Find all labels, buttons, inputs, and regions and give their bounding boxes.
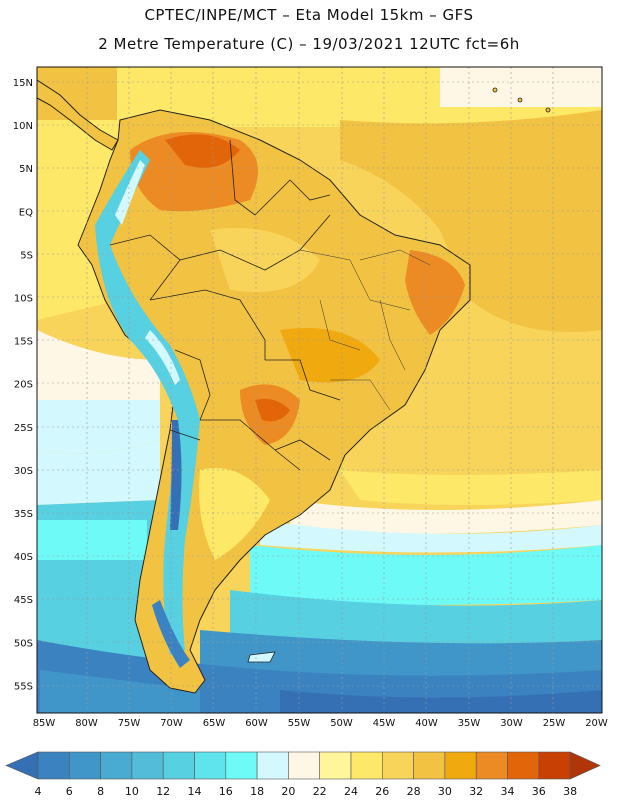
colorbar bbox=[5, 751, 601, 780]
lat-label-10n: 10N bbox=[13, 121, 33, 132]
colorbar-segment bbox=[100, 751, 133, 780]
colorbar-segment bbox=[225, 751, 258, 780]
colorbar-tick-label: 14 bbox=[188, 785, 202, 798]
colorbar-tick-label: 22 bbox=[313, 785, 327, 798]
colorbar-segment bbox=[162, 751, 195, 780]
colorbar-tick-label: 4 bbox=[35, 785, 42, 798]
lon-label-35w: 35W bbox=[458, 718, 481, 729]
colorbar-labels: 4 6 8 10 12 14 16 18 20 22 24 26 28 30 32 34 36 38 bbox=[35, 785, 578, 798]
colorbar-segment bbox=[288, 751, 320, 780]
colorbar-tick-label: 28 bbox=[407, 785, 421, 798]
colorbar-tick-label: 26 bbox=[375, 785, 389, 798]
colorbar-segment bbox=[131, 751, 164, 780]
colorbar-tick-label: 16 bbox=[219, 785, 233, 798]
lon-label-50w: 50W bbox=[330, 718, 353, 729]
colorbar-segment bbox=[350, 751, 383, 780]
lat-label-30s: 30S bbox=[14, 466, 33, 477]
lat-label-5s: 5S bbox=[20, 250, 33, 261]
colorbar-tick-label: 32 bbox=[469, 785, 483, 798]
latitude-labels: 15N 10N 5N EQ 5S 10S 15S 20S 25S 30S 35S 40S 45S 50S 5… bbox=[13, 78, 33, 692]
colorbar-tick-label: 24 bbox=[344, 785, 358, 798]
lon-label-85w: 85W bbox=[33, 718, 56, 729]
lon-label-65w: 65W bbox=[203, 718, 226, 729]
colorbar-segment bbox=[413, 751, 446, 780]
lat-label-55s: 55S bbox=[14, 681, 33, 692]
colorbar-tick-label: 34 bbox=[501, 785, 515, 798]
colorbar-segment bbox=[475, 751, 508, 780]
colorbar-arrow-low bbox=[5, 751, 39, 780]
state-borders bbox=[299, 249, 431, 411]
map-title-line1: CPTEC/INPE/MCT – Eta Model 15km – GFS bbox=[144, 6, 474, 24]
lat-label-10s: 10S bbox=[14, 294, 33, 305]
colorbar-segment bbox=[444, 751, 477, 780]
lat-label-15s: 15S bbox=[14, 337, 33, 348]
country-borders bbox=[109, 139, 341, 471]
lat-label-5n: 5N bbox=[19, 164, 33, 175]
colorbar-segment bbox=[319, 751, 352, 780]
lat-label-35s: 35S bbox=[14, 509, 33, 520]
colorbar-segment bbox=[37, 751, 70, 780]
lat-label-25s: 25S bbox=[14, 423, 33, 434]
map-field bbox=[37, 67, 602, 713]
lon-label-55w: 55W bbox=[288, 718, 311, 729]
lon-label-80w: 80W bbox=[75, 718, 98, 729]
colorbar-tick-label: 6 bbox=[66, 785, 73, 798]
lat-label-20s: 20S bbox=[14, 380, 33, 391]
colorbar-tick-label: 30 bbox=[438, 785, 452, 798]
lon-label-70w: 70W bbox=[160, 718, 183, 729]
lat-label-45s: 45S bbox=[14, 595, 33, 606]
lon-label-30w: 30W bbox=[500, 718, 523, 729]
map-frame bbox=[36, 66, 603, 714]
colorbar-tick-label: 38 bbox=[563, 785, 577, 798]
longitude-labels: 85W 80W 75W 70W 65W 60W 55W 50W 45W 40W 35W 30W 25W 2… bbox=[33, 718, 608, 729]
map-title-line2: 2 Metre Temperature (C) – 19/03/2021 12U… bbox=[98, 35, 520, 53]
colorbar-segment bbox=[256, 751, 289, 780]
colorbar-tick-label: 18 bbox=[250, 785, 264, 798]
lon-label-25w: 25W bbox=[543, 718, 566, 729]
colorbar-tick-label: 8 bbox=[97, 785, 104, 798]
colorbar-tick-label: 20 bbox=[281, 785, 295, 798]
lon-label-45w: 45W bbox=[373, 718, 396, 729]
colorbar-segment bbox=[194, 751, 227, 780]
colorbar-segment bbox=[381, 751, 414, 780]
grid-lines bbox=[37, 67, 602, 713]
lon-label-75w: 75W bbox=[118, 718, 141, 729]
lat-label-15n: 15N bbox=[13, 78, 33, 89]
colorbar-tick-label: 36 bbox=[532, 785, 546, 798]
colorbar-segment bbox=[69, 751, 101, 780]
colorbar-tick-label: 12 bbox=[156, 785, 170, 798]
lon-label-60w: 60W bbox=[245, 718, 268, 729]
colorbar-segment bbox=[507, 751, 540, 780]
colorbar-tick-label: 10 bbox=[125, 785, 139, 798]
colorbar-segment bbox=[538, 751, 571, 780]
lat-label-50s: 50S bbox=[14, 638, 33, 649]
lat-label-40s: 40S bbox=[14, 552, 33, 563]
lat-label-eq: EQ bbox=[19, 207, 33, 218]
colorbar-arrow-high bbox=[569, 751, 601, 780]
lon-label-40w: 40W bbox=[415, 718, 438, 729]
lon-label-20w: 20W bbox=[585, 718, 608, 729]
